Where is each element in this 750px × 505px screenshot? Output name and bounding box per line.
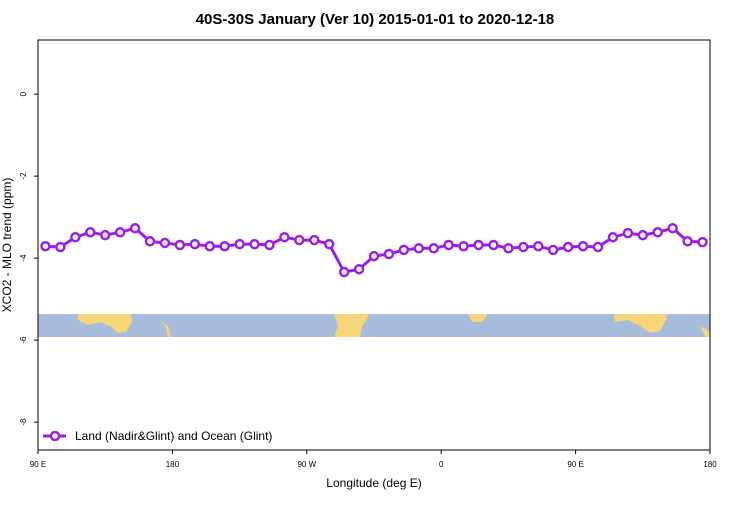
point bbox=[70, 231, 81, 243]
point bbox=[562, 241, 574, 253]
point bbox=[338, 266, 350, 278]
point bbox=[264, 239, 275, 251]
point bbox=[40, 240, 51, 252]
y-tick-label: -6 bbox=[19, 336, 28, 344]
point bbox=[323, 238, 335, 250]
x-axis-label: Longitude (deg E) bbox=[326, 476, 421, 490]
point bbox=[309, 234, 320, 246]
point bbox=[667, 222, 678, 234]
point bbox=[458, 240, 469, 252]
point bbox=[85, 227, 96, 238]
y-tick-label: -8 bbox=[19, 418, 28, 426]
chart-title: 40S-30S January (Ver 10) 2015-01-01 to 2… bbox=[196, 11, 555, 28]
point bbox=[129, 222, 141, 234]
legend: Land (Nadir&Glint) and Ocean (Glint) bbox=[43, 429, 272, 443]
point bbox=[547, 244, 559, 256]
plot-frame bbox=[37, 39, 711, 451]
point bbox=[114, 227, 126, 238]
point bbox=[353, 263, 365, 275]
legend-label: Land (Nadir&Glint) and Ocean (Glint) bbox=[75, 429, 272, 443]
x-tick-label: 180 bbox=[703, 460, 717, 469]
x-tick-label: 0 bbox=[439, 460, 444, 469]
point bbox=[219, 240, 230, 252]
point bbox=[577, 240, 589, 252]
map-strip bbox=[38, 314, 710, 337]
point bbox=[697, 236, 708, 248]
point bbox=[592, 241, 604, 253]
point bbox=[607, 231, 619, 243]
point bbox=[99, 229, 111, 241]
point bbox=[174, 239, 186, 251]
x-tick-label: 90 E bbox=[30, 460, 46, 469]
y-tick-label: 0 bbox=[19, 91, 28, 96]
y-tick-label: -4 bbox=[19, 254, 28, 262]
point bbox=[279, 231, 290, 243]
point bbox=[204, 240, 215, 252]
point bbox=[189, 238, 201, 250]
point bbox=[383, 248, 395, 260]
point bbox=[368, 250, 380, 262]
point bbox=[652, 227, 663, 238]
point bbox=[159, 237, 171, 249]
y-axis-label: XCO2 - MLO trend (ppm) bbox=[0, 178, 14, 313]
point bbox=[443, 239, 454, 251]
point bbox=[398, 244, 410, 256]
point bbox=[294, 234, 305, 246]
point bbox=[473, 239, 484, 251]
point bbox=[622, 227, 634, 239]
point bbox=[488, 239, 499, 251]
point bbox=[533, 240, 544, 252]
point bbox=[503, 243, 514, 254]
point bbox=[413, 243, 425, 254]
point bbox=[428, 243, 439, 254]
series-line bbox=[45, 226, 703, 274]
point bbox=[637, 229, 649, 241]
y-tick-label: -2 bbox=[19, 172, 28, 180]
x-tick-label: 180 bbox=[166, 460, 180, 469]
point bbox=[55, 241, 66, 253]
x-tick-label: 90 W bbox=[297, 460, 316, 469]
point bbox=[249, 238, 260, 250]
legend-marker bbox=[49, 430, 61, 442]
point bbox=[144, 236, 156, 247]
point bbox=[234, 238, 245, 250]
point bbox=[518, 241, 529, 253]
point bbox=[682, 236, 693, 247]
x-tick-label: 90 E bbox=[567, 460, 583, 469]
